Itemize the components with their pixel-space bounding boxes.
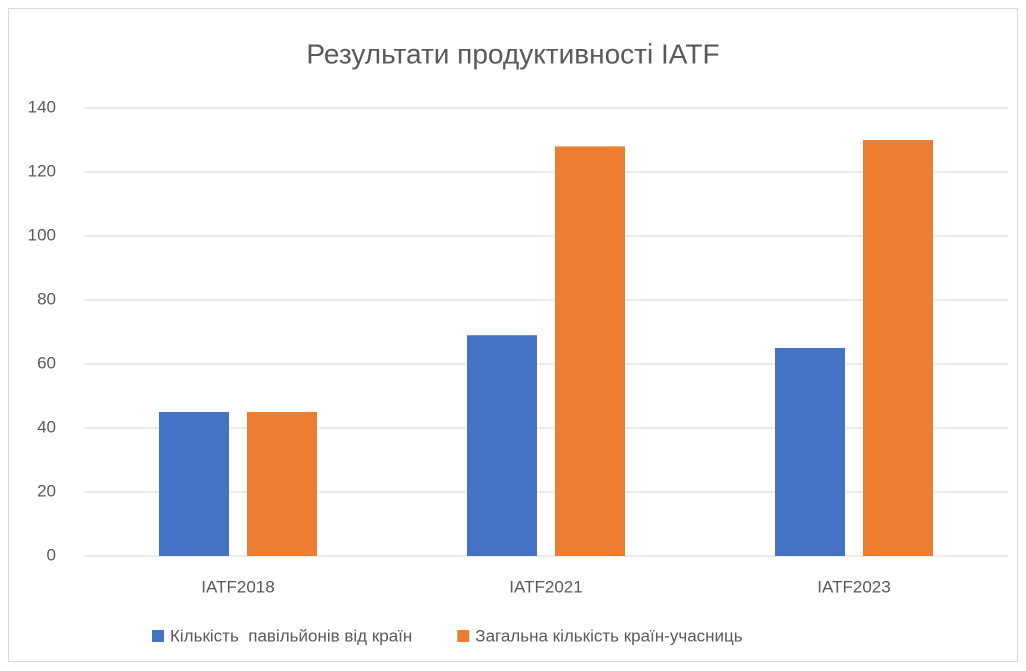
- bar: [247, 412, 317, 556]
- x-tick-label: IATF2018: [201, 577, 274, 596]
- bar: [555, 146, 625, 556]
- y-tick-label: 60: [37, 353, 56, 372]
- x-tick-label: IATF2023: [817, 577, 890, 596]
- x-tick-label: IATF2021: [509, 577, 582, 596]
- bar: [775, 348, 845, 556]
- legend-label: Загальна кількість країн-учасниць: [475, 626, 742, 645]
- legend-label: Кількість павільйонів від країн: [170, 626, 412, 645]
- y-tick-label: 20: [37, 481, 56, 500]
- y-tick-label: 0: [47, 545, 56, 564]
- y-tick-label: 100: [28, 225, 56, 244]
- chart-title: Результати продуктивності IATF: [306, 38, 719, 69]
- y-tick-label: 80: [37, 289, 56, 308]
- bar: [863, 140, 933, 556]
- y-tick-label: 40: [37, 417, 56, 436]
- bar: [467, 335, 537, 556]
- y-tick-label: 140: [28, 97, 56, 116]
- bar: [159, 412, 229, 556]
- legend-swatch: [457, 630, 470, 642]
- legend-swatch: [152, 630, 164, 642]
- y-tick-label: 120: [28, 161, 56, 180]
